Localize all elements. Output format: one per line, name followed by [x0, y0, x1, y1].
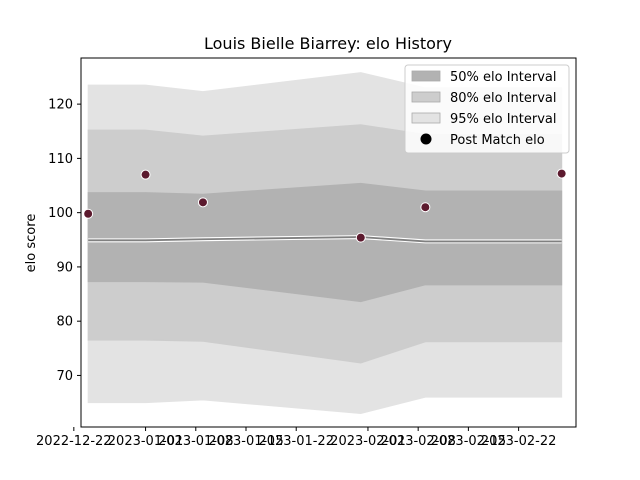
y-axis-ticks: 70 80 90 100 110 120 [48, 98, 81, 384]
legend-marker [420, 133, 432, 145]
post-match-point [420, 202, 431, 213]
y-tick-label: 70 [56, 369, 73, 384]
legend-label: 80% elo Interval [450, 91, 557, 106]
y-tick-label: 90 [56, 260, 73, 275]
legend-swatch [411, 91, 441, 103]
y-tick-label: 110 [48, 152, 73, 167]
y-tick-label: 80 [56, 315, 73, 330]
x-tick-label: 2022-12-22 [36, 434, 112, 449]
x-tick-label: 2023-02-22 [481, 434, 557, 449]
x-tick-label: 2023-02-01 [330, 434, 406, 449]
x-tick-label: 2023-01-15 [208, 434, 284, 449]
legend-label: Post Match elo [450, 133, 545, 148]
x-tick-label: 2023-01-01 [108, 434, 184, 449]
post-match-point [140, 169, 151, 180]
post-match-point [197, 197, 208, 208]
interval-bands [87, 72, 563, 414]
legend-label: 95% elo Interval [450, 112, 557, 127]
legend: 50% elo Interval 80% elo Interval 95% elo … [404, 64, 570, 154]
post-match-point [83, 208, 94, 219]
x-tick-label: 2023-01-08 [158, 434, 234, 449]
plot-frame [80, 57, 577, 428]
elo-line [88, 235, 562, 244]
x-tick-label: 2023-01-22 [258, 434, 334, 449]
band-50-percent [87, 182, 563, 303]
post-match-points [83, 168, 567, 243]
y-axis-label: elo score [24, 214, 39, 273]
chart-title: Louis Bielle Biarrey: elo History [204, 34, 452, 53]
elo-line-path [88, 236, 562, 243]
post-match-point [556, 168, 567, 179]
legend-box [404, 64, 570, 154]
legend-label: 50% elo Interval [450, 70, 557, 85]
y-tick-label: 120 [48, 98, 73, 113]
x-tick-label: 2023-02-08 [380, 434, 456, 449]
x-axis-ticks: 2022-12-222023-01-012023-01-082023-01-15… [36, 427, 556, 449]
legend-swatch [411, 70, 441, 82]
x-tick-label: 2023-02-15 [431, 434, 507, 449]
y-tick-label: 100 [48, 206, 73, 221]
legend-swatch [411, 112, 441, 124]
post-match-point [355, 232, 366, 243]
